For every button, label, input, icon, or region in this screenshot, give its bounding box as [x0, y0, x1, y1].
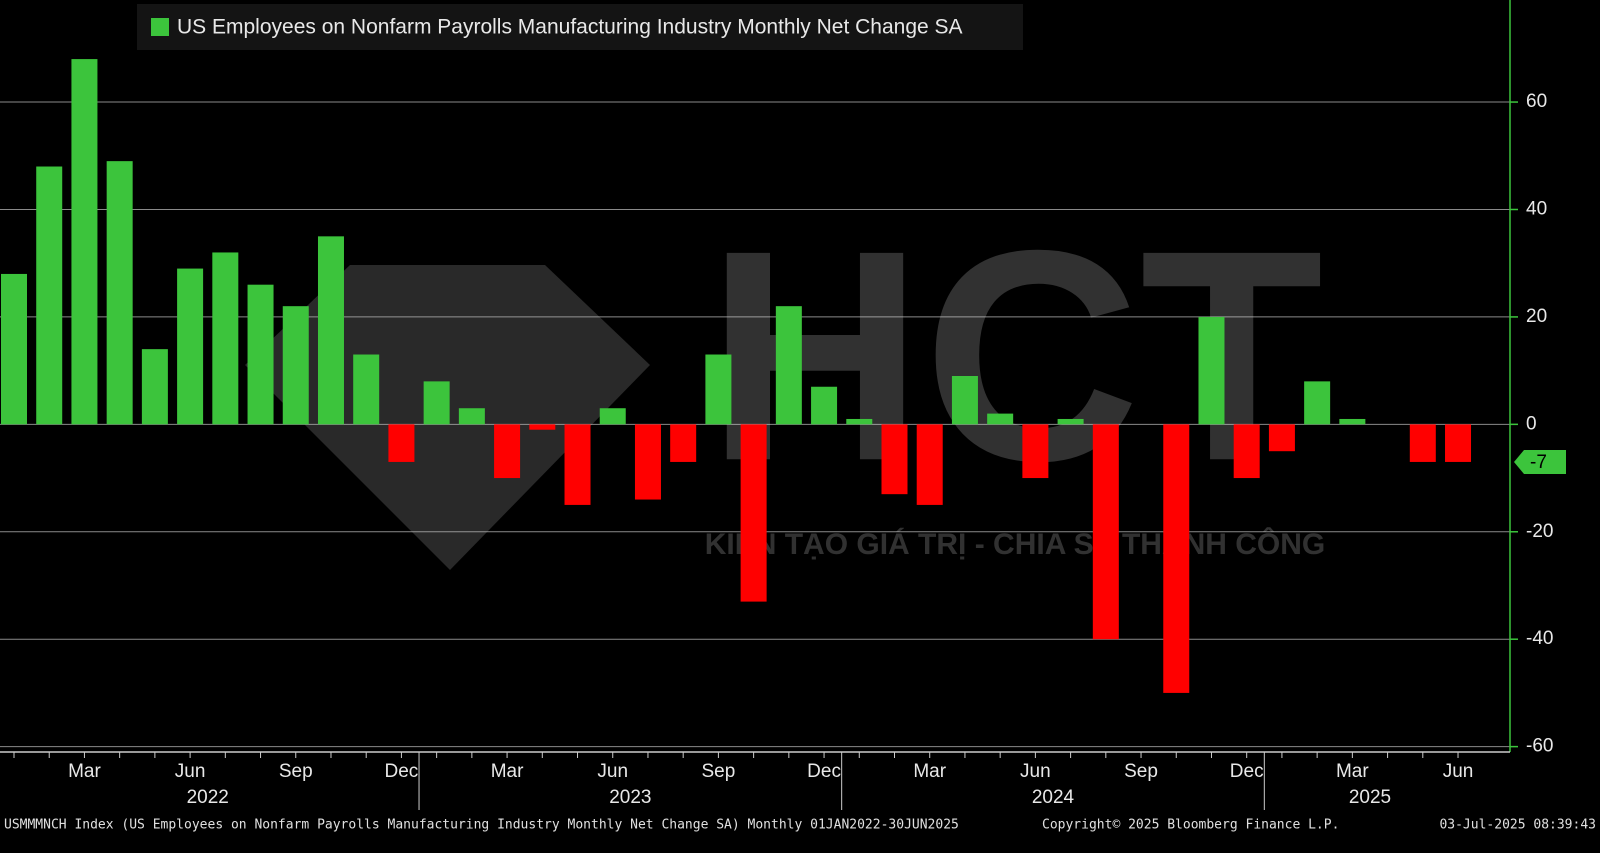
- legend-swatch: [151, 18, 169, 36]
- bar: [1057, 418, 1084, 425]
- bars: [1, 59, 1472, 693]
- bar: [634, 424, 661, 500]
- footer-timestamp: 03-Jul-2025 08:39:43: [1439, 818, 1596, 833]
- watermark-slogan: KIẾN TẠO GIÁ TRỊ - CHIA SẺ THÀNH CÔNG: [705, 527, 1326, 561]
- x-tick-label: Dec: [807, 761, 841, 782]
- x-tick-label: Mar: [913, 761, 946, 782]
- x-group-label: 2023: [609, 787, 651, 808]
- bar: [71, 59, 98, 425]
- bar: [1198, 316, 1225, 425]
- x-group-label: 2024: [1032, 787, 1075, 808]
- bar: [529, 424, 556, 430]
- bar: [599, 408, 626, 425]
- bar: [141, 349, 168, 425]
- bar: [1163, 424, 1190, 693]
- bar: [564, 424, 591, 505]
- legend-label: US Employees on Nonfarm Payrolls Manufac…: [177, 16, 963, 39]
- x-tick-label: Sep: [701, 761, 735, 782]
- y-tick-label: 0: [1526, 413, 1537, 434]
- bar: [494, 424, 521, 479]
- bar: [1, 273, 27, 425]
- last-value-label: -7: [1530, 452, 1547, 473]
- bar: [177, 268, 204, 425]
- bar: [705, 354, 732, 425]
- x-tick-label: Sep: [279, 761, 313, 782]
- bar: [1304, 381, 1331, 425]
- y-tick-label: 60: [1526, 91, 1547, 112]
- bar: [1339, 418, 1366, 425]
- bar: [740, 424, 767, 602]
- x-tick-label: Jun: [597, 761, 628, 782]
- bar: [1445, 424, 1472, 462]
- bar: [282, 306, 309, 425]
- x-tick-label: Dec: [385, 761, 419, 782]
- bar: [1409, 424, 1436, 462]
- bar: [987, 413, 1014, 425]
- y-tick-label: -40: [1526, 628, 1553, 649]
- x-tick-label: Mar: [491, 761, 524, 782]
- bar: [811, 386, 838, 425]
- legend-box: [137, 4, 1023, 50]
- bar: [1233, 424, 1260, 479]
- bar: [1268, 424, 1295, 452]
- x-tick-label: Jun: [1020, 761, 1051, 782]
- last-value-tag: [1514, 449, 1566, 474]
- bar: [951, 376, 978, 425]
- x-tick-label: Mar: [68, 761, 101, 782]
- bar: [353, 354, 380, 425]
- bar: [846, 418, 873, 425]
- y-tick-label: 40: [1526, 199, 1547, 220]
- x-tick-label: Sep: [1124, 761, 1158, 782]
- bar: [317, 236, 344, 425]
- x-tick-label: Mar: [1336, 761, 1369, 782]
- bar: [458, 408, 485, 425]
- footer-copyright: Copyright© 2025 Bloomberg Finance L.P.: [1042, 818, 1339, 833]
- x-group-label: 2022: [187, 787, 229, 808]
- bar: [212, 252, 239, 425]
- bar: [775, 306, 802, 425]
- bar: [106, 161, 133, 425]
- y-tick-label: 20: [1526, 306, 1547, 327]
- bar: [881, 424, 908, 495]
- bar: [916, 424, 943, 505]
- footer-source: USMMMNCH Index (US Employees on Nonfarm …: [4, 818, 959, 833]
- x-tick-label: Dec: [1230, 761, 1264, 782]
- bar: [388, 424, 415, 462]
- bar: [423, 381, 450, 425]
- y-tick-label: -60: [1526, 736, 1553, 757]
- bar: [1092, 424, 1119, 640]
- x-group-label: 2025: [1349, 787, 1391, 808]
- y-tick-label: -20: [1526, 521, 1553, 542]
- bar: [36, 166, 63, 425]
- axes: -60 -40 -20 0 20 40 60 Mar Jun Sep Dec Mar Jun Sep Dec…: [0, 0, 1566, 810]
- bar: [247, 284, 274, 425]
- x-tick-label: Jun: [175, 761, 206, 782]
- x-tick-label: Jun: [1443, 761, 1474, 782]
- bar: [670, 424, 697, 462]
- bar: [1022, 424, 1049, 479]
